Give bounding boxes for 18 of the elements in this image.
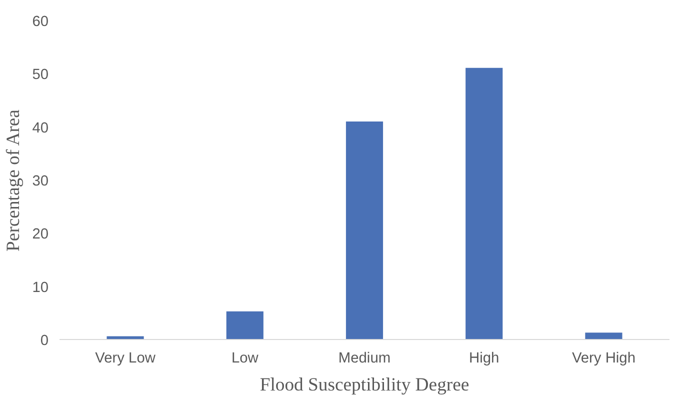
x-axis-title: Flood Susceptibility Degree [260,374,470,396]
x-tick-label: Medium [338,350,391,366]
y-axis-title: Percentage of Area [3,108,24,252]
x-tick-label: Low [231,350,259,366]
x-tick-label: High [469,350,500,366]
x-tick-label: Very Low [95,350,156,366]
bar [226,311,264,340]
y-tick-label: 60 [32,14,49,30]
bar [466,68,503,340]
y-tick-label: 10 [32,280,49,296]
y-tick-label: 40 [32,120,49,136]
y-tick-label: 30 [32,174,49,190]
x-tick-label: Very High [572,350,636,366]
y-tick-label: 0 [40,333,49,349]
bar [346,122,384,340]
y-tick-label: 20 [32,226,49,243]
bar [585,332,622,340]
y-tick-label: 50 [32,67,49,84]
